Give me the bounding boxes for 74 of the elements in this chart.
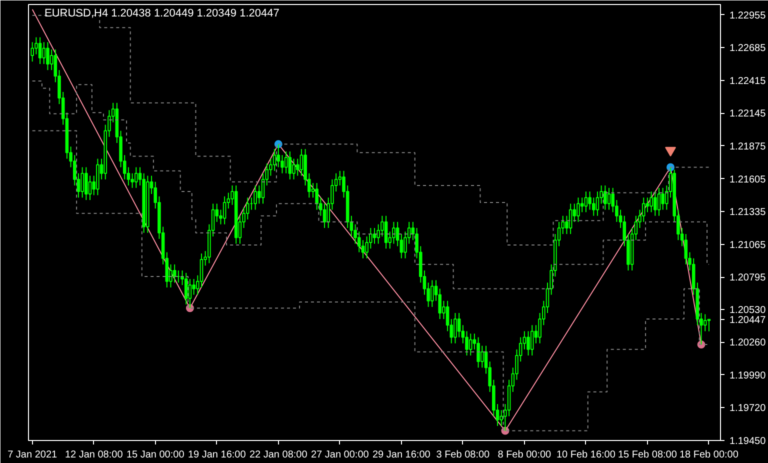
candlestick: [657, 187, 661, 216]
candlestick: [42, 42, 46, 65]
candlestick: [703, 314, 707, 332]
candlestick: [296, 158, 300, 176]
y-tick-label: 1.19720: [730, 403, 766, 414]
y-tick-label: 1.22145: [730, 108, 766, 120]
candlestick: [596, 191, 600, 216]
x-tick-label: 15 Jan 00:00: [126, 450, 185, 460]
x-tick-label: 12 Jan 08:00: [64, 450, 124, 460]
y-tick-label: 1.22955: [730, 10, 766, 22]
candlestick: [184, 272, 188, 305]
candlestick: [650, 191, 653, 213]
candlestick: [576, 197, 580, 222]
candlestick: [580, 197, 584, 213]
candlestick: [607, 187, 611, 210]
x-tick-label: 27 Jan 00:00: [310, 450, 370, 460]
candlestick: [80, 166, 84, 198]
candlestick: [284, 150, 288, 174]
candlestick: [272, 148, 276, 172]
candlestick: [84, 166, 88, 201]
candlestick: [46, 42, 50, 71]
candlestick: [88, 175, 92, 201]
candlestick: [292, 158, 296, 180]
y-tick-label: 1.20260: [730, 338, 766, 349]
candlestick: [192, 278, 196, 296]
candlestick: [476, 336, 480, 368]
x-tick-label: 10 Feb 16:00: [556, 450, 616, 460]
y-tick-label: 1.19990: [730, 370, 766, 382]
x-tick-label: 29 Jan 16:00: [372, 450, 431, 460]
candlestick: [361, 240, 365, 259]
candlestick: [222, 196, 226, 225]
candlestick: [200, 252, 204, 288]
candlestick: [288, 150, 292, 180]
x-tick-label: 8 Feb 00:00: [498, 450, 552, 460]
y-tick-label: 1.22415: [730, 76, 766, 87]
candlestick: [661, 187, 664, 210]
candlestick: [254, 184, 257, 210]
y-tick-label: 1.22685: [730, 43, 766, 54]
y-tick-label: 1.20530: [730, 304, 766, 316]
candlestick: [392, 221, 396, 244]
candlestick: [300, 148, 304, 176]
candlestick: [653, 191, 657, 216]
candlestick: [188, 278, 192, 309]
candlestick: [707, 318, 711, 332]
candlestick: [468, 333, 472, 356]
y-tick-label: 1.21335: [730, 207, 766, 218]
y-tick-label: 1.19450: [730, 436, 766, 447]
x-tick-label: 15 Feb 08:00: [618, 450, 678, 460]
y-tick-label: 1.21875: [730, 141, 766, 152]
y-tick-label: 1.21065: [730, 240, 766, 251]
candlestick: [322, 203, 326, 228]
candlestick: [584, 191, 588, 213]
candlestick: [384, 215, 388, 250]
candlestick: [646, 197, 650, 213]
candlestick: [134, 166, 138, 188]
candlestick: [38, 36, 42, 65]
x-tick-label: 22 Jan 08:00: [249, 450, 308, 460]
candlestick: [530, 324, 534, 356]
x-tick-label: 3 Feb 08:00: [436, 450, 490, 460]
chart-title: EURUSD,H4 1.20438 1.20449 1.20349 1.20447: [44, 8, 280, 20]
candlestick: [480, 345, 484, 368]
candlestick: [568, 203, 572, 235]
candlestick: [526, 330, 530, 356]
x-tick-label: 18 Feb 00:00: [680, 450, 739, 460]
point: [665, 146, 676, 157]
candlestick: [430, 280, 434, 308]
candlestick: [457, 312, 461, 338]
y-tick-label: 1.20447: [730, 314, 766, 326]
candlestick: [454, 312, 457, 344]
y-tick-label: 1.21605: [730, 174, 766, 186]
x-tick-label: 19 Jan 16:00: [188, 450, 246, 460]
y-tick-label: 1.20795: [730, 272, 766, 284]
x-tick-label: 7 Jan 2021: [8, 450, 58, 460]
candlestick: [604, 184, 607, 210]
